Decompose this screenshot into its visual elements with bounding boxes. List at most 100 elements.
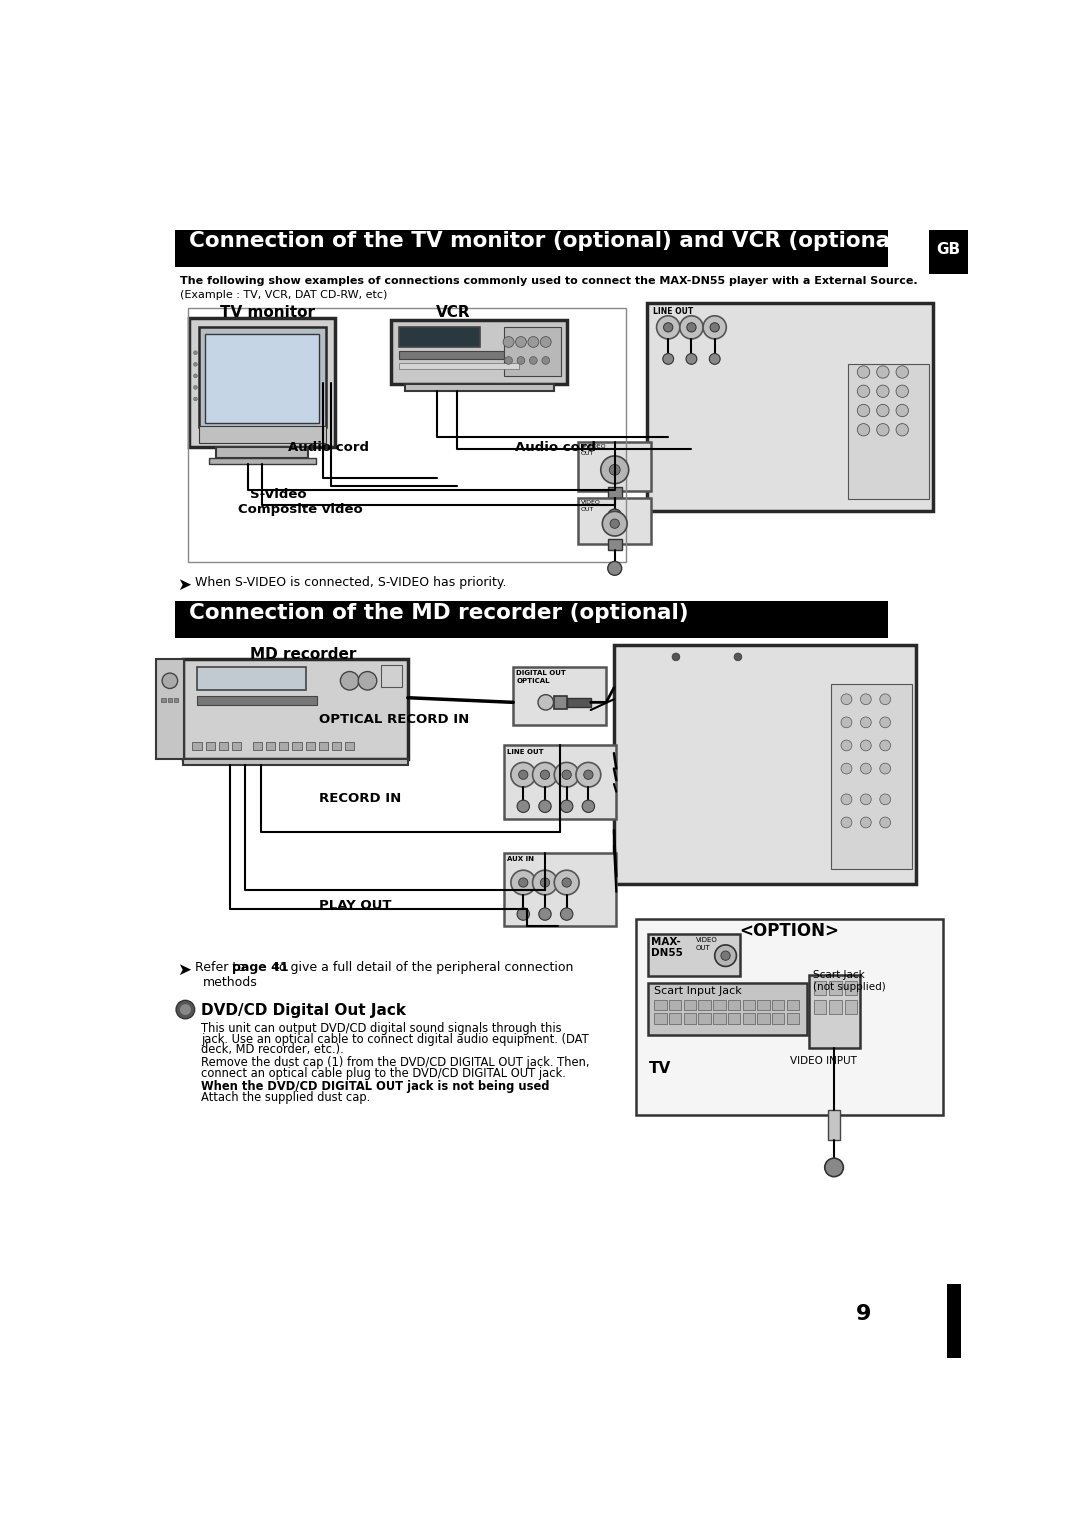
Bar: [699, 999, 711, 1010]
Circle shape: [710, 322, 719, 332]
Bar: [648, 934, 740, 976]
Bar: [205, 743, 215, 750]
Circle shape: [193, 385, 198, 390]
Circle shape: [877, 423, 889, 435]
Circle shape: [877, 365, 889, 377]
Bar: [845, 1001, 858, 1015]
Bar: [636, 918, 943, 1115]
Bar: [829, 981, 841, 995]
Circle shape: [518, 770, 528, 779]
Circle shape: [340, 671, 359, 691]
Circle shape: [861, 762, 872, 775]
Circle shape: [896, 385, 908, 397]
Bar: [183, 759, 408, 766]
Bar: [786, 999, 799, 1010]
Circle shape: [176, 1001, 194, 1019]
Circle shape: [679, 316, 703, 339]
Circle shape: [503, 336, 514, 347]
Circle shape: [162, 672, 177, 689]
Bar: [405, 384, 554, 391]
Circle shape: [540, 336, 551, 347]
Circle shape: [687, 322, 697, 332]
Bar: [197, 697, 318, 704]
Text: VIDEO: VIDEO: [697, 937, 718, 943]
Circle shape: [538, 695, 554, 711]
Circle shape: [603, 512, 627, 536]
Text: DN55: DN55: [651, 947, 683, 958]
Circle shape: [715, 944, 737, 966]
Bar: [647, 303, 933, 510]
Circle shape: [529, 356, 537, 364]
Text: connect an optical cable plug to the DVD/CD DIGITAL OUT jack.: connect an optical cable plug to the DVD…: [201, 1067, 566, 1080]
Circle shape: [710, 353, 720, 364]
Circle shape: [539, 801, 551, 813]
Bar: [684, 999, 697, 1010]
Bar: [199, 426, 326, 443]
Circle shape: [703, 316, 727, 339]
Bar: [232, 743, 241, 750]
Circle shape: [511, 762, 536, 787]
Circle shape: [825, 1158, 843, 1177]
Bar: [829, 1001, 841, 1015]
Bar: [218, 743, 228, 750]
Text: The following show examples of connections commonly used to connect the MAX-DN55: The following show examples of connectio…: [180, 275, 918, 286]
Bar: [253, 743, 262, 750]
Circle shape: [540, 879, 550, 888]
Text: MD recorder: MD recorder: [249, 646, 356, 662]
Bar: [504, 853, 617, 926]
Text: Connection of the TV monitor (optional) and VCR (optional): Connection of the TV monitor (optional) …: [189, 231, 907, 251]
Circle shape: [880, 694, 891, 704]
Circle shape: [896, 405, 908, 417]
Text: OPTICAL: OPTICAL: [516, 678, 550, 683]
Circle shape: [858, 405, 869, 417]
Bar: [188, 309, 625, 562]
Circle shape: [858, 423, 869, 435]
Circle shape: [517, 801, 529, 813]
Bar: [156, 659, 184, 759]
Circle shape: [515, 336, 526, 347]
Bar: [504, 746, 617, 819]
Circle shape: [542, 356, 550, 364]
Bar: [930, 229, 968, 274]
Circle shape: [532, 871, 557, 895]
Bar: [648, 983, 807, 1034]
Text: to give a full detail of the peripheral connection: to give a full detail of the peripheral …: [270, 961, 573, 973]
Bar: [345, 743, 354, 750]
Circle shape: [511, 871, 536, 895]
Circle shape: [880, 740, 891, 750]
Bar: [814, 1001, 826, 1015]
Bar: [189, 318, 335, 448]
Bar: [713, 1013, 726, 1024]
Bar: [757, 1013, 770, 1024]
Text: (Example : TV, VCR, DAT CD-RW, etc): (Example : TV, VCR, DAT CD-RW, etc): [180, 290, 388, 299]
Text: OPTICAL RECORD IN: OPTICAL RECORD IN: [320, 714, 470, 726]
Circle shape: [179, 1004, 191, 1016]
Circle shape: [686, 353, 697, 364]
Circle shape: [841, 817, 852, 828]
Text: Scart Input Jack: Scart Input Jack: [654, 986, 742, 996]
Circle shape: [861, 795, 872, 805]
Circle shape: [582, 801, 595, 813]
Circle shape: [562, 879, 571, 888]
Text: OUT: OUT: [697, 944, 711, 950]
Bar: [831, 685, 912, 868]
Circle shape: [858, 365, 869, 377]
Text: Audio cord: Audio cord: [288, 442, 369, 454]
Bar: [728, 999, 740, 1010]
Text: When the DVD/CD DIGITAL OUT jack is not being used: When the DVD/CD DIGITAL OUT jack is not …: [201, 1080, 550, 1094]
Circle shape: [608, 561, 622, 575]
Bar: [947, 1285, 961, 1357]
Circle shape: [721, 950, 730, 960]
Text: When S-VIDEO is connected, S-VIDEO has priority.: When S-VIDEO is connected, S-VIDEO has p…: [195, 576, 507, 590]
Circle shape: [841, 762, 852, 775]
Bar: [399, 351, 518, 359]
Bar: [814, 981, 826, 995]
Bar: [399, 327, 480, 347]
Bar: [208, 458, 315, 465]
Circle shape: [609, 465, 620, 475]
Text: 9: 9: [855, 1305, 872, 1325]
Text: OUT: OUT: [581, 451, 594, 457]
Bar: [757, 999, 770, 1010]
Circle shape: [561, 908, 572, 920]
Circle shape: [193, 397, 198, 400]
